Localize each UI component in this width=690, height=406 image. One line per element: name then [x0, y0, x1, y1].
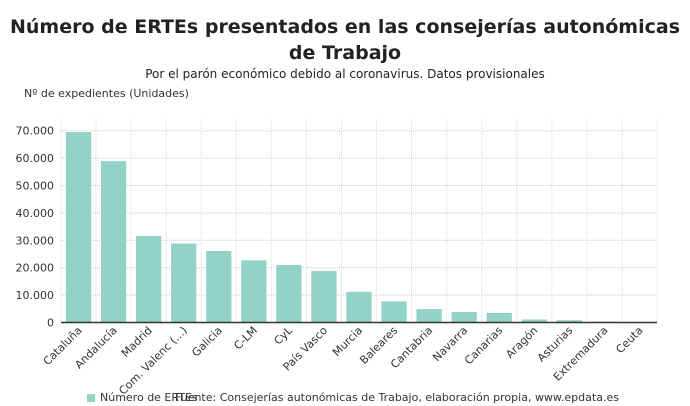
bar-galicia: [206, 250, 232, 323]
legend-swatch: [87, 393, 95, 402]
bar-baleares: [381, 301, 407, 323]
y-tick-label: 10.000: [16, 289, 55, 302]
bar-canarias: [486, 312, 512, 323]
legend: Número de ERTEs: [87, 391, 198, 404]
bar-cantabria: [416, 309, 442, 323]
y-tick-label: 70.000: [16, 125, 55, 138]
y-tick-label: 20.000: [16, 262, 55, 275]
bar-madrid: [136, 235, 162, 323]
bar-navarra: [451, 312, 477, 323]
y-tick-label: 30.000: [16, 234, 55, 247]
x-tick-label: Com. Valenc (...): [116, 324, 190, 398]
chart-subtitle: Por el parón económico debido al coronav…: [145, 67, 545, 81]
bar-asturias: [556, 320, 582, 323]
y-tick-label: 50.000: [16, 180, 55, 193]
bar-catalu-a: [65, 132, 92, 323]
bar-cyl: [276, 264, 302, 323]
x-tick-label: CyL: [271, 323, 295, 347]
y-tick-label: 0: [47, 317, 54, 330]
bar-murcia: [346, 291, 372, 323]
x-tick-label: Canarias: [462, 324, 505, 367]
bar-c-lm: [241, 260, 267, 323]
bar-pa-s-vasco: [311, 270, 337, 323]
y-axis-label: Nº de expedientes (Unidades): [24, 87, 189, 100]
y-tick-label: 40.000: [16, 207, 55, 220]
chart-title: Número de ERTEs presentados en las conse…: [9, 16, 681, 64]
bar-com-valenc-: [171, 243, 197, 323]
bar-andaluc-a: [100, 161, 127, 323]
legend-label: Número de ERTEs: [100, 391, 198, 404]
source-note: Fuente: Consejerías autonómicas de Traba…: [175, 391, 619, 404]
bar-arag-n: [521, 319, 547, 323]
x-tick-label: Ceuta: [613, 324, 645, 356]
y-tick-label: 60.000: [16, 152, 55, 165]
x-tick-label: Galicia: [189, 324, 225, 360]
x-tick-label: C-LM: [231, 324, 259, 352]
